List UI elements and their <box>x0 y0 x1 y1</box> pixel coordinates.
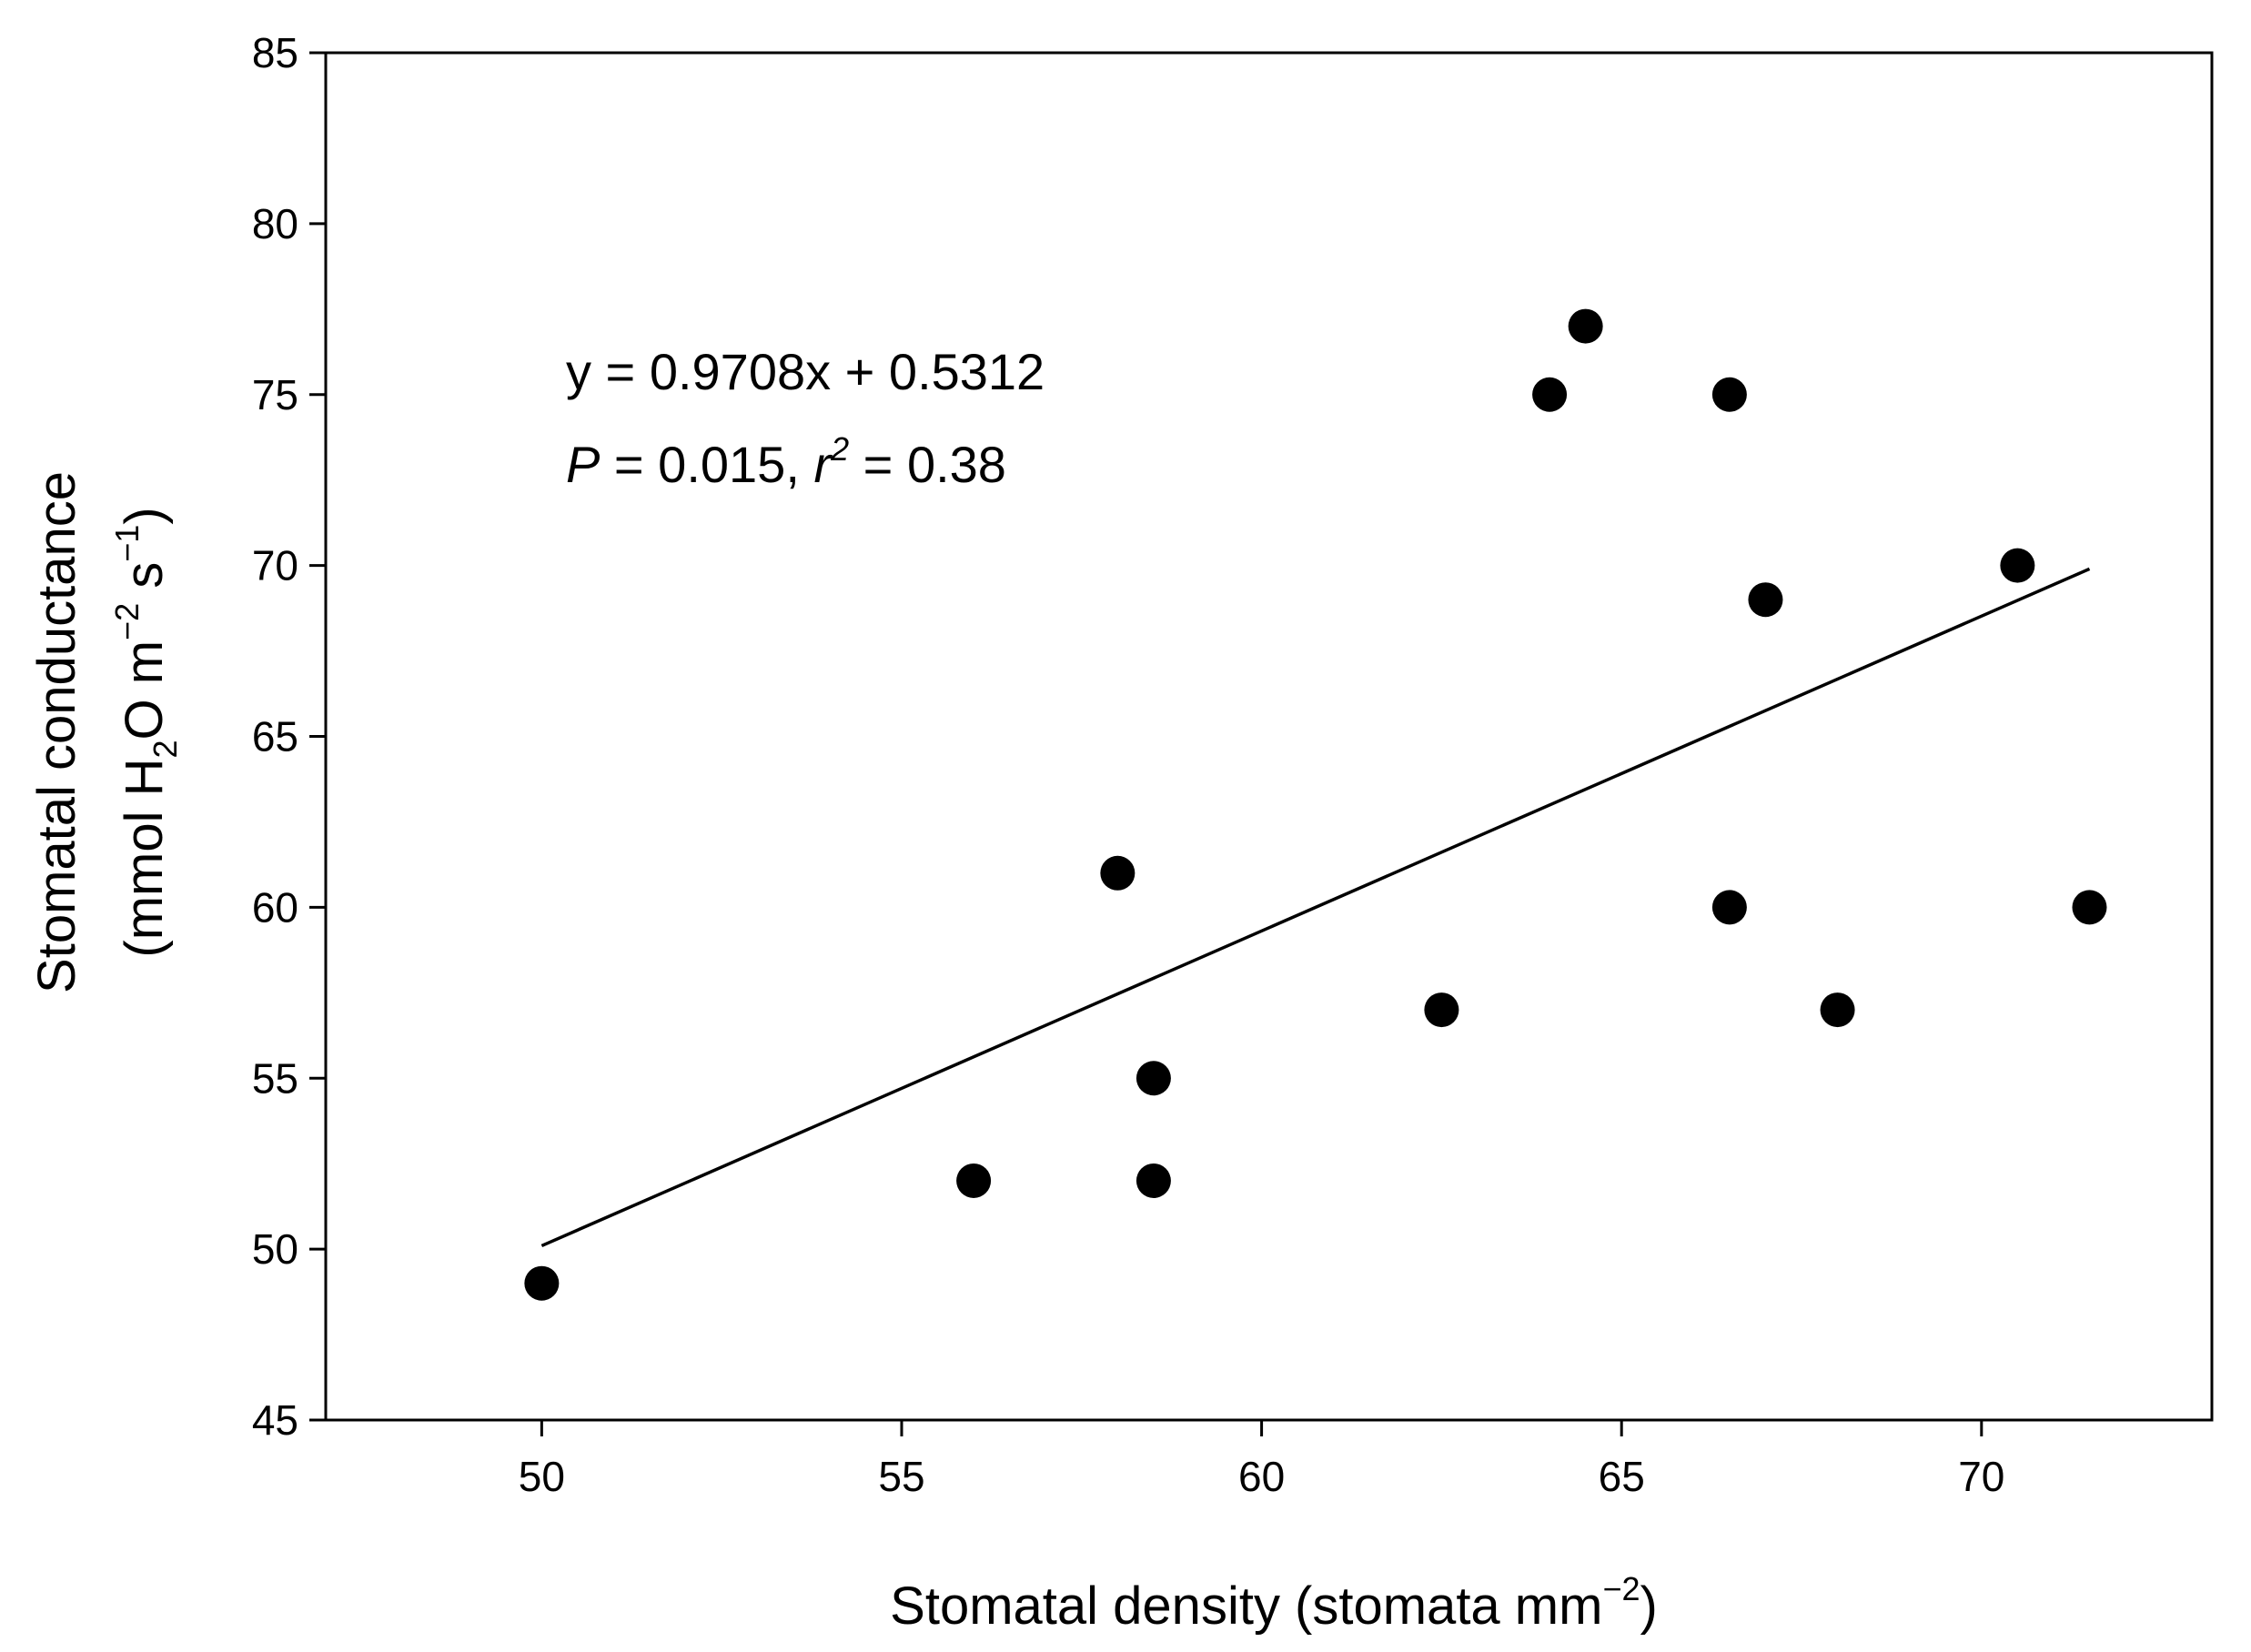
y-axis-unit-mid: O m <box>115 640 174 740</box>
x-tick-label: 50 <box>519 1453 565 1500</box>
data-point <box>956 1163 992 1198</box>
y-tick-label: 50 <box>252 1225 298 1273</box>
r-squared-superscript: 2 <box>830 430 849 468</box>
x-axis-title-tail: ) <box>1640 1576 1657 1636</box>
regression-line-group <box>540 567 2091 1248</box>
x-tick-label: 55 <box>878 1453 924 1500</box>
y-tick-label: 70 <box>252 542 298 589</box>
regression-line <box>540 567 2091 1248</box>
data-point <box>2000 548 2035 583</box>
r-label: r <box>813 436 833 493</box>
regression-stats: P = 0.015, r2 = 0.38 <box>566 430 1006 493</box>
data-point <box>1711 890 1747 925</box>
y-tick-label: 80 <box>252 200 298 247</box>
y-axis-unit-prefix: (mmol H <box>115 759 174 958</box>
data-point <box>1424 992 1459 1028</box>
y-axis-title-line1: Stomatal conductance <box>27 471 86 993</box>
p-value: = 0.015, <box>600 436 813 493</box>
y-axis-title-line2: (mmol H2O m−2 s−1) <box>108 507 184 957</box>
data-point <box>1820 992 1855 1028</box>
data-point <box>2072 890 2107 925</box>
y-axis-unit-subscript: 2 <box>146 740 184 758</box>
data-point <box>1100 855 1136 891</box>
x-axis-title: Stomatal density (stomata mm−2) <box>890 1570 1658 1636</box>
y-axis-ticks: 45 50 55 60 65 70 75 80 85 <box>252 29 326 1444</box>
y-tick-label: 85 <box>252 29 298 76</box>
y-tick-label: 65 <box>252 713 298 761</box>
data-point <box>524 1265 560 1301</box>
x-tick-label: 70 <box>1958 1453 2004 1500</box>
data-point <box>1568 308 1603 344</box>
y-tick-label: 60 <box>252 883 298 931</box>
data-points <box>524 308 2107 1301</box>
r-value: = 0.38 <box>849 436 1006 493</box>
x-axis-title-superscript: −2 <box>1602 1570 1640 1607</box>
x-tick-label: 60 <box>1238 1453 1285 1500</box>
x-tick-label: 65 <box>1599 1453 1645 1500</box>
data-point <box>1136 1163 1171 1198</box>
x-axis-ticks: 50 55 60 65 70 <box>519 1420 2004 1500</box>
regression-equation: y = 0.9708x + 0.5312 <box>566 343 1045 400</box>
y-axis-unit-tail: ) <box>115 507 174 524</box>
y-axis-unit-superscript1: −2 <box>108 603 146 640</box>
p-label: P <box>566 436 600 493</box>
y-tick-label: 55 <box>252 1054 298 1102</box>
data-point <box>1136 1061 1171 1096</box>
y-axis-unit-superscript2: −1 <box>108 525 146 562</box>
data-point <box>1711 377 1747 412</box>
x-axis-title-main: Stomatal density (stomata mm <box>890 1576 1602 1636</box>
y-tick-label: 45 <box>252 1396 298 1444</box>
y-axis-unit-s: s <box>115 562 174 603</box>
y-tick-label: 75 <box>252 371 298 418</box>
data-point <box>1532 377 1568 412</box>
data-point <box>1748 582 1783 618</box>
